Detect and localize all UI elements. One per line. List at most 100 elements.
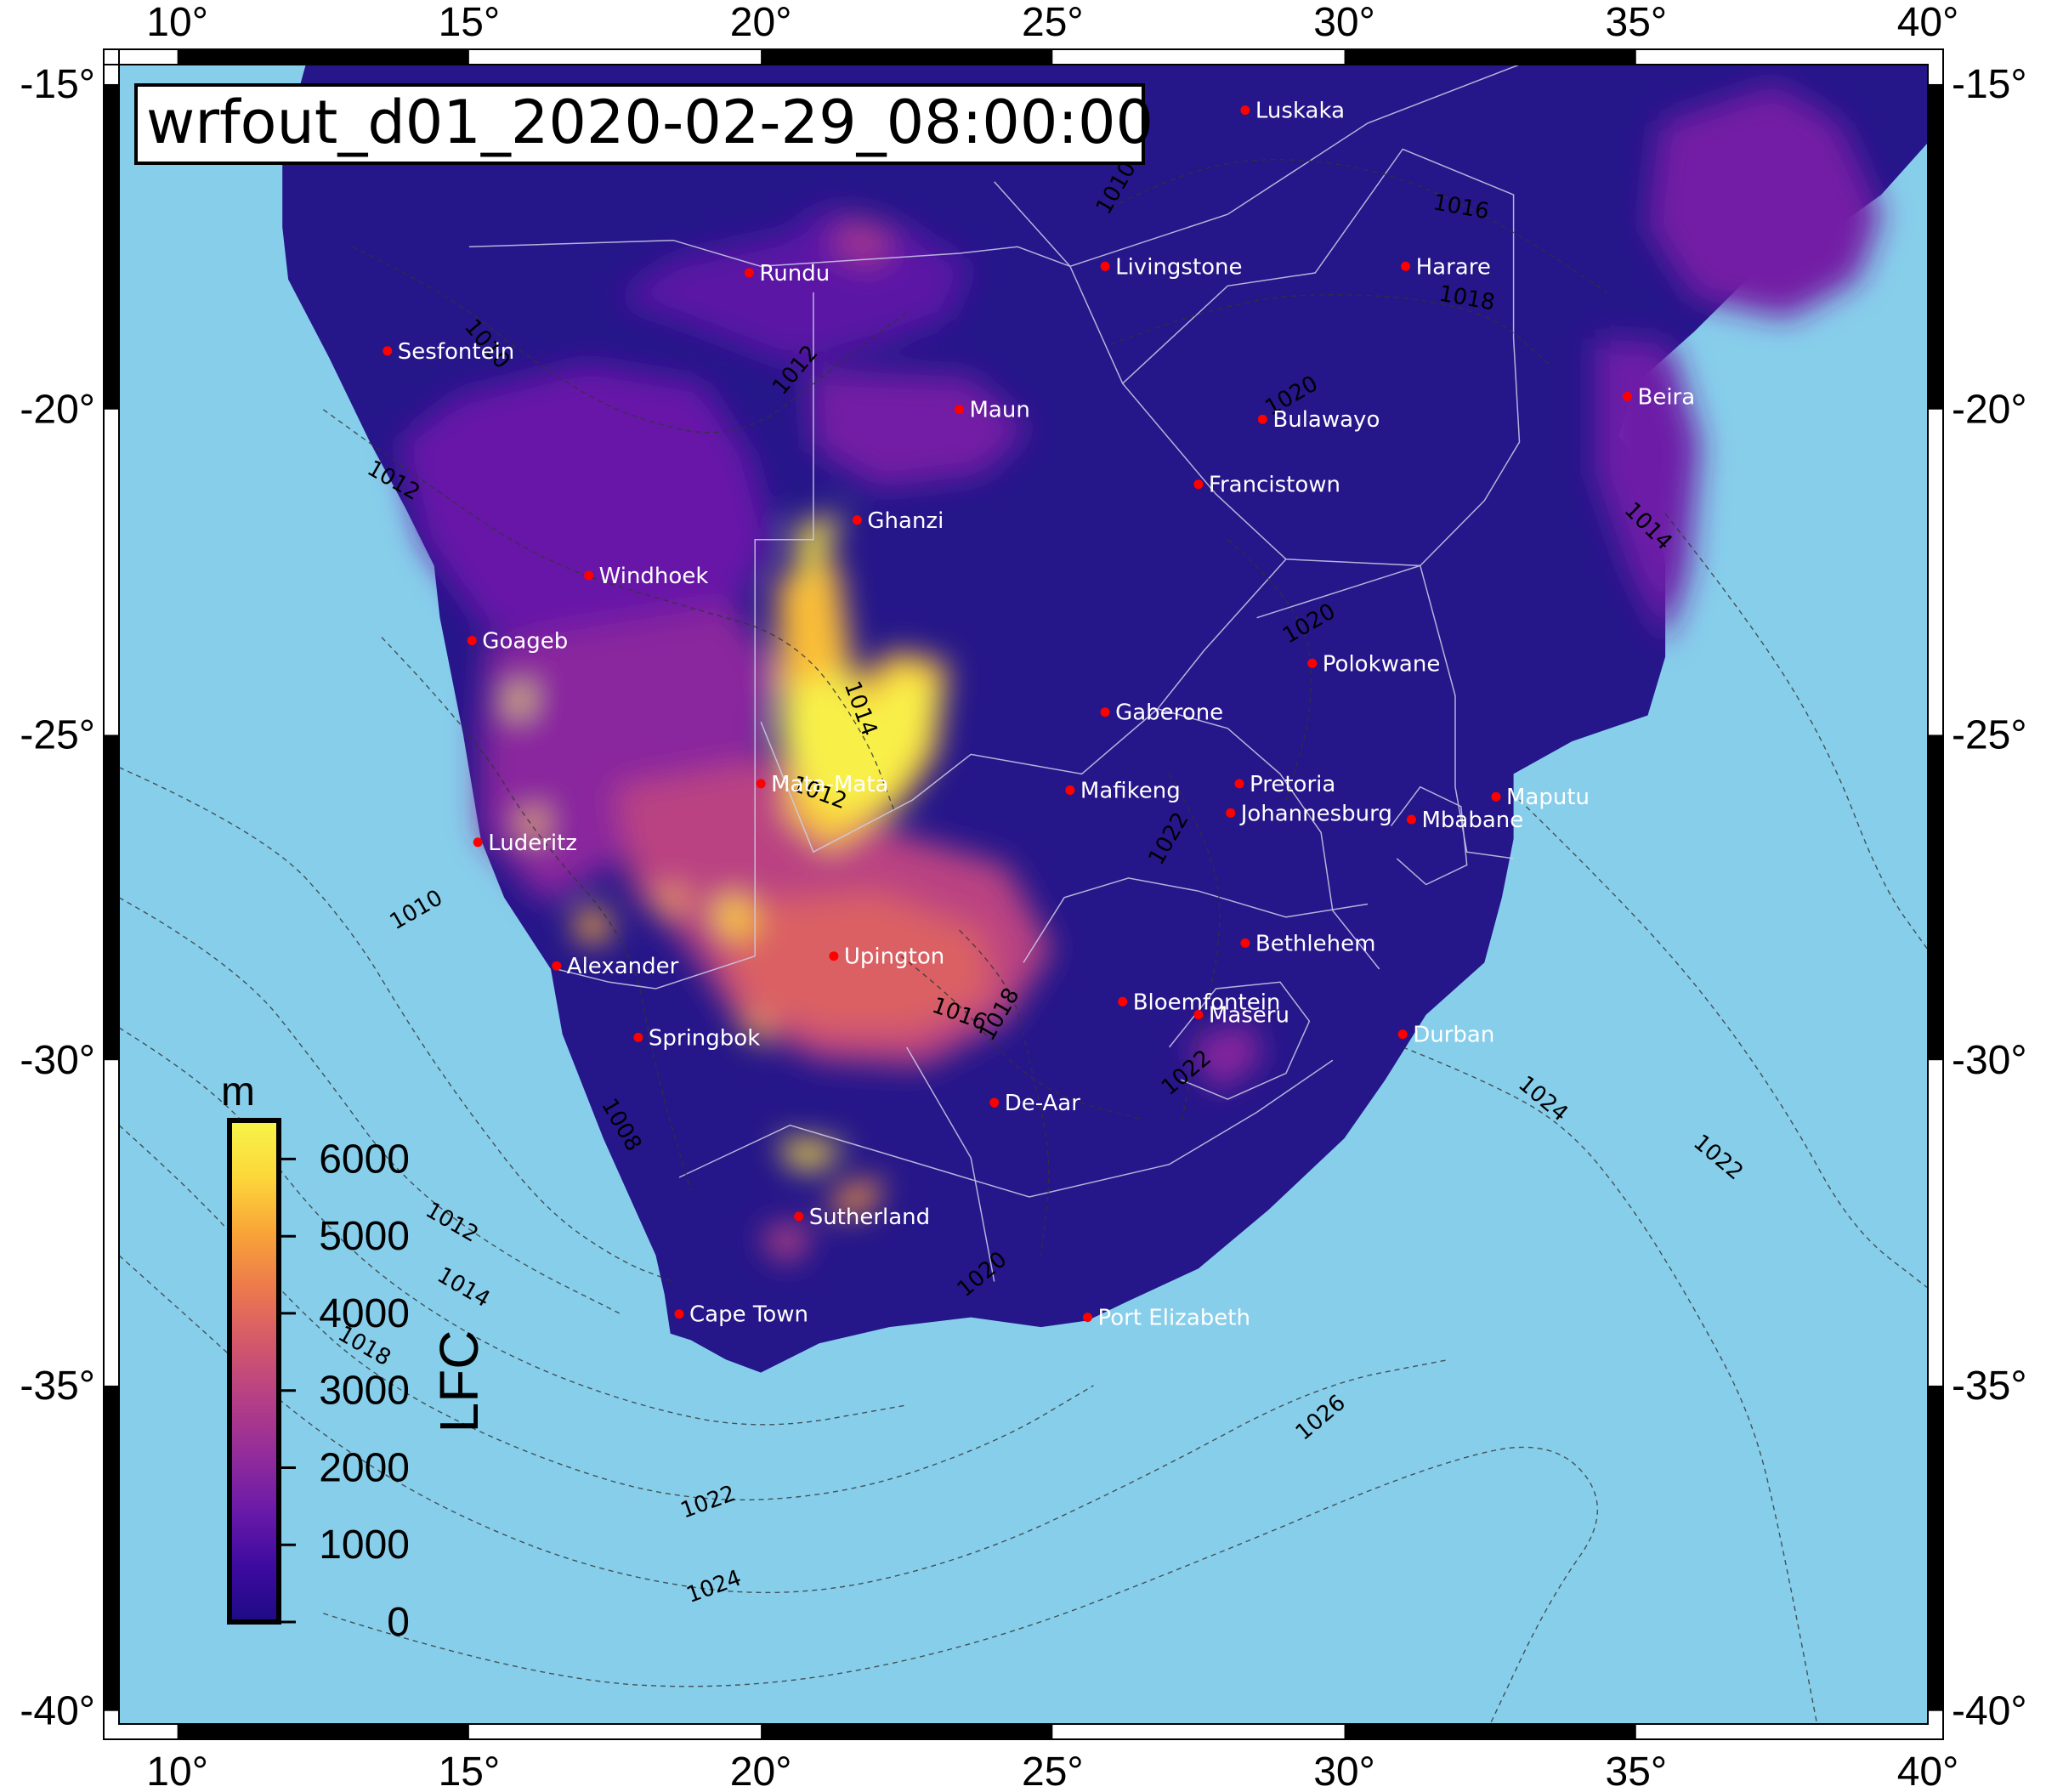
lon-tick-label-top: 30° [1313,0,1375,45]
border-line [468,239,762,268]
lon-tick-label-bottom: 30° [1313,1749,1375,1792]
lat-tick-label-left: -15° [20,62,95,107]
border-line [754,292,814,956]
border-line [556,955,756,990]
city-marker [1401,261,1411,271]
colorbar-tick-label: 3000 [319,1369,410,1414]
colorbar-tick-label: 2000 [319,1446,410,1491]
lfc-region [808,370,1029,488]
border-line [761,246,1071,268]
lat-tick-label-left: -40° [20,1689,95,1734]
city-marker [1065,785,1075,795]
city-marker [1307,658,1318,668]
city-label: Goageb [482,629,568,655]
lfc-region [761,1222,813,1262]
lon-tick-label-top: 40° [1897,0,1959,45]
city-label: Mbabane [1422,808,1524,833]
city-marker [1240,938,1250,948]
lon-tick-label-bottom: 40° [1897,1749,1959,1792]
colorbar-tick-label: 1000 [319,1523,410,1568]
isobar-line [119,897,621,1315]
lon-tick-label-top: 15° [439,0,501,45]
city-marker [1491,791,1501,802]
city-marker [829,951,839,961]
city-marker [1257,414,1267,424]
isobar-line [1110,159,1607,293]
city-marker [584,570,594,581]
city-label: Bethlehem [1255,931,1376,956]
title-box: wrfout_d01_2020-02-29_08:00:00 [134,83,1153,165]
lat-tick-label-right: -40° [1952,1689,2027,1734]
city-marker [1100,707,1110,717]
border-line [1023,877,1369,963]
lon-tick-label-bottom: 15° [439,1749,501,1792]
colorbar: m 0 1000 2000 3000 4000 5000 6000 LFC [221,1069,490,1645]
city-marker [1193,1010,1204,1020]
border-line [1122,148,1521,567]
city-label: Bulawayo [1272,407,1380,433]
city-marker [989,1097,1000,1108]
city-label: Springbok [649,1025,760,1051]
city-marker [852,515,862,525]
country-borders [468,65,1521,1282]
city-label: Upington [844,944,944,970]
city-label: Alexander [567,954,679,979]
city-marker [744,268,754,278]
city-marker [1193,479,1204,490]
city-label: Mata-Mata [771,772,888,797]
city-label: Sutherland [809,1205,930,1230]
lfc-region [1647,84,1882,319]
isobar-line [381,637,692,1191]
city-marker [473,837,483,848]
lfc-region [830,1177,884,1216]
city-label: Cape Town [689,1302,808,1328]
city-label: Port Elizabeth [1098,1306,1250,1331]
city-marker [383,346,393,356]
lat-tick-label-left: -25° [20,713,95,758]
colorbar-tick-label: 4000 [319,1291,410,1336]
lfc-region [399,364,773,644]
city-marker [1118,996,1128,1007]
lon-tick-label-bottom: 25° [1022,1749,1084,1792]
city-label: Beira [1638,384,1696,410]
city-label: Gaberone [1115,700,1223,726]
city-label: Pretoria [1250,772,1335,797]
lat-tick-label-right: -15° [1952,62,2027,107]
lon-tick-label-top: 10° [146,0,208,45]
isobar-line [1227,539,1312,801]
lfc-region [480,604,779,905]
lfc-region [778,669,936,819]
isobar-line [322,409,896,814]
isobar-line [323,1446,1599,1724]
city-marker [1234,779,1244,789]
city-label: Luskaka [1255,99,1345,124]
colorbar-tick-label: 5000 [319,1214,410,1259]
city-label: Maseru [1209,1003,1289,1029]
lfc-region [1187,1021,1263,1093]
lon-tick-label-bottom: 35° [1606,1749,1668,1792]
lfc-region [830,214,895,267]
city-marker [794,1211,804,1222]
border-line [1256,564,1421,619]
city-label: Windhoek [599,564,709,589]
lon-tick-label-top: 20° [730,0,792,45]
city-marker [1083,1313,1092,1323]
city-label: Bloemfontein [1133,990,1281,1015]
lon-tick-label-top: 25° [1022,0,1084,45]
lfc-region [1595,337,1701,644]
isobar-line [1664,513,1928,950]
border-line [1157,708,1380,970]
city-label: Mafikeng [1080,779,1181,804]
border-line [1390,785,1468,886]
colorbar-tick-label: 0 [387,1600,410,1645]
lat-tick-label-left: -30° [20,1038,95,1083]
city-label: De-Aar [1005,1091,1081,1116]
city-marker [1240,105,1250,116]
colorbar-tick-label: 6000 [319,1137,410,1182]
colorbar-variable: LFC [428,1330,490,1433]
city-marker [1407,814,1416,825]
isobar-line [1519,799,1928,1289]
lon-tick-label-bottom: 10° [146,1749,208,1792]
city-label: Durban [1413,1023,1494,1048]
